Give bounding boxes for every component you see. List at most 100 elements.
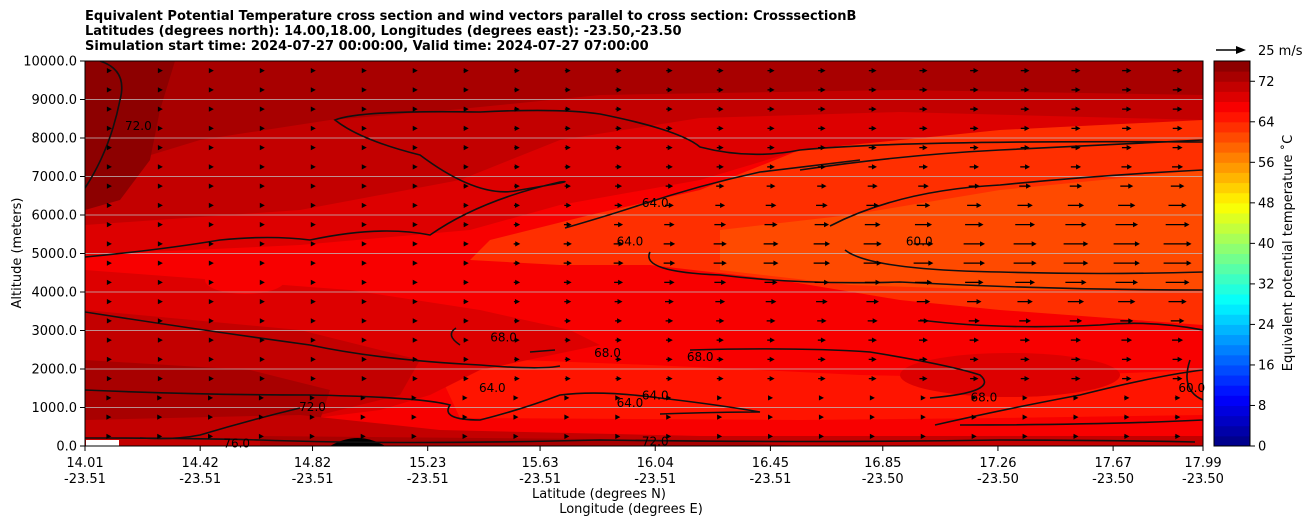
wind-arrow [564, 395, 570, 401]
wind-arrow [1163, 260, 1192, 266]
wind-arrow-head [818, 395, 824, 401]
contour-label-7: 64.0 [479, 381, 506, 395]
wind-arrow [1121, 337, 1133, 343]
wind-arrow-head [361, 376, 367, 382]
wind-arrow [1020, 356, 1030, 362]
wind-arrow [514, 376, 520, 382]
wind-arrow [564, 68, 571, 74]
wind-arrow [765, 202, 777, 208]
wind-arrow-head [820, 145, 826, 151]
colorbar-tick-label-8: 64 [1258, 115, 1275, 130]
wind-arrow [259, 183, 265, 189]
wind-arrow [462, 414, 468, 420]
wind-arrow-head [615, 433, 621, 439]
wind-arrow-head [412, 299, 418, 305]
wind-arrow [564, 125, 571, 131]
colorbar-tick-label-3: 24 [1258, 318, 1275, 333]
wind-arrow-head [106, 106, 112, 112]
wind-arrow [259, 299, 265, 305]
wind-arrow [1124, 395, 1130, 401]
wind-arrow [813, 241, 831, 247]
x-tick-label-lat-9: 17.67 [1095, 456, 1132, 471]
wind-arrow [965, 222, 984, 228]
wind-arrow-head [361, 164, 367, 170]
wind-arrow [868, 376, 877, 382]
wind-arrow-head [818, 414, 824, 420]
wind-arrow [1070, 164, 1082, 170]
x-axis-label-latitude: Latitude (degrees N) [532, 487, 666, 502]
wind-arrow-head [258, 433, 264, 439]
wind-arrow-head [208, 183, 214, 189]
x-tick-label-lon-2: -23.51 [292, 472, 334, 487]
wind-arrow [259, 356, 265, 362]
contour-line-9 [85, 311, 561, 369]
wind-arrow-head [310, 279, 316, 285]
wind-arrow [1020, 164, 1031, 170]
wind-arrow [1071, 125, 1081, 131]
wind-arrow-head [1024, 356, 1030, 362]
wind-arrow-head [824, 279, 830, 285]
wind-arrow-head [412, 87, 418, 93]
wind-arrow-head [1177, 145, 1183, 151]
wind-arrow [157, 395, 163, 401]
wind-arrow [1113, 260, 1140, 266]
wind-arrow [766, 318, 776, 324]
wind-arrow [919, 376, 928, 382]
wind-arrow [1073, 395, 1079, 401]
wind-arrow [615, 68, 622, 74]
wind-arrow-head [1031, 241, 1037, 247]
wind-arrow [818, 356, 826, 362]
wind-arrow [920, 433, 926, 439]
wind-arrow [514, 318, 520, 324]
colorbar-segment-24 [1214, 314, 1250, 325]
colorbar-segment-62 [1214, 121, 1250, 133]
colorbar-segment-22 [1214, 324, 1250, 336]
wind-arrow [818, 145, 826, 151]
wind-arrow [106, 125, 112, 131]
wind-arrow [513, 433, 519, 439]
wind-arrow-head [463, 356, 469, 362]
wind-arrow [1121, 356, 1132, 362]
wind-arrow [259, 87, 265, 93]
wind-arrow [716, 337, 724, 343]
wind-arrow [106, 414, 112, 420]
wind-arrow-head [1075, 87, 1081, 93]
contour-label-10: 68.0 [971, 390, 998, 404]
wind-arrow-head [157, 433, 163, 439]
wind-arrow [412, 125, 418, 131]
wind-arrow [463, 202, 469, 208]
wind-arrow [666, 414, 672, 420]
wind-arrow-head [1128, 318, 1134, 324]
wind-arrow-head [718, 87, 724, 93]
colorbar-segment-44 [1214, 212, 1250, 224]
contour-line-12 [689, 348, 986, 399]
wind-arrow-head [259, 299, 265, 305]
wind-arrow [913, 260, 934, 266]
wind-arrow [411, 433, 417, 439]
wind-arrow-head [106, 433, 112, 439]
colorbar-tick-label-2: 16 [1258, 358, 1275, 373]
wind-arrow-head [1177, 125, 1183, 131]
wind-arrow [361, 202, 367, 208]
wind-arrow-head [259, 356, 265, 362]
wind-arrow [208, 318, 214, 324]
wind-arrow [970, 125, 979, 131]
wind-arrow-head [208, 318, 214, 324]
contour-label-4: 68.0 [490, 331, 517, 345]
wind-arrow [259, 145, 265, 151]
wind-arrow-head [361, 222, 367, 228]
wind-arrow-head [1027, 299, 1033, 305]
contour-label-2: 64.0 [617, 234, 644, 248]
wind-arrow [106, 279, 112, 285]
chart-title-line-3: Simulation start time: 2024-07-27 00:00:… [85, 39, 649, 54]
wind-arrow [208, 125, 214, 131]
wind-arrow [310, 222, 316, 228]
wind-arrow [814, 279, 830, 285]
wind-arrow-head [157, 299, 163, 305]
wind-arrow-head [412, 145, 418, 151]
wind-arrow-head [818, 433, 824, 439]
wind-arrow-head [769, 68, 775, 74]
wind-arrow-head [462, 414, 468, 420]
wind-arrow [563, 222, 572, 228]
